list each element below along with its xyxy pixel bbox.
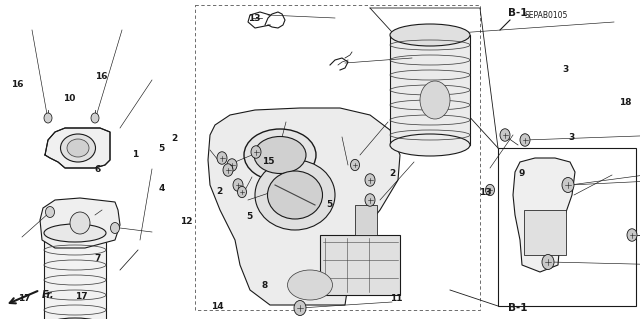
Ellipse shape xyxy=(268,171,323,219)
Ellipse shape xyxy=(627,229,637,241)
Text: 1: 1 xyxy=(132,150,138,159)
Ellipse shape xyxy=(562,177,574,192)
Ellipse shape xyxy=(227,159,237,171)
Ellipse shape xyxy=(390,24,470,46)
Bar xyxy=(498,148,636,306)
Text: 17: 17 xyxy=(76,292,88,301)
Ellipse shape xyxy=(67,139,89,157)
Text: 5: 5 xyxy=(246,212,253,221)
Ellipse shape xyxy=(61,134,95,162)
Text: 18: 18 xyxy=(620,98,632,107)
Bar xyxy=(320,235,400,295)
Ellipse shape xyxy=(44,224,106,242)
Text: 9: 9 xyxy=(518,169,525,178)
Ellipse shape xyxy=(111,222,120,234)
Text: 13: 13 xyxy=(248,14,261,23)
Text: SEPAB0105: SEPAB0105 xyxy=(525,11,568,20)
Bar xyxy=(44,233,106,319)
Text: 12: 12 xyxy=(180,217,193,226)
Polygon shape xyxy=(208,108,400,305)
Ellipse shape xyxy=(251,146,261,158)
Ellipse shape xyxy=(542,255,554,270)
Text: 5: 5 xyxy=(326,200,333,209)
Text: 5: 5 xyxy=(159,144,165,153)
Ellipse shape xyxy=(365,174,375,186)
Ellipse shape xyxy=(420,81,450,119)
Text: 2: 2 xyxy=(216,187,223,196)
Text: 11: 11 xyxy=(390,294,403,303)
Text: 3: 3 xyxy=(568,133,575,142)
Ellipse shape xyxy=(91,113,99,123)
Ellipse shape xyxy=(365,194,375,206)
Text: 2: 2 xyxy=(389,169,396,178)
Text: Fr.: Fr. xyxy=(42,290,54,300)
Ellipse shape xyxy=(44,318,106,319)
Text: 6: 6 xyxy=(95,165,101,174)
Text: 4: 4 xyxy=(159,184,165,193)
Ellipse shape xyxy=(237,186,246,198)
Ellipse shape xyxy=(233,179,243,191)
Text: 16: 16 xyxy=(95,72,108,81)
Ellipse shape xyxy=(254,137,306,174)
Bar xyxy=(355,205,377,235)
Ellipse shape xyxy=(294,300,306,315)
Ellipse shape xyxy=(244,129,316,181)
Bar xyxy=(390,35,470,145)
Ellipse shape xyxy=(45,206,54,218)
Bar xyxy=(524,210,566,255)
Text: 17: 17 xyxy=(18,294,31,303)
Text: 13: 13 xyxy=(479,189,492,197)
Text: 14: 14 xyxy=(211,302,224,311)
Ellipse shape xyxy=(255,160,335,230)
Text: B-1: B-1 xyxy=(508,8,527,18)
Text: B-1: B-1 xyxy=(508,303,527,313)
Ellipse shape xyxy=(351,160,360,171)
Text: 16: 16 xyxy=(12,80,24,89)
Text: 15: 15 xyxy=(262,157,275,166)
Ellipse shape xyxy=(70,212,90,234)
Polygon shape xyxy=(513,158,575,272)
Text: 8: 8 xyxy=(261,281,268,290)
Ellipse shape xyxy=(217,152,227,164)
Text: 10: 10 xyxy=(63,94,75,103)
Polygon shape xyxy=(40,198,120,248)
Bar xyxy=(195,5,480,310)
Ellipse shape xyxy=(44,113,52,123)
Ellipse shape xyxy=(287,270,333,300)
Ellipse shape xyxy=(390,134,470,156)
Ellipse shape xyxy=(486,184,495,196)
Text: 2: 2 xyxy=(172,134,178,143)
Ellipse shape xyxy=(500,129,510,141)
Text: 7: 7 xyxy=(95,254,101,263)
Polygon shape xyxy=(45,128,110,168)
Ellipse shape xyxy=(520,134,530,146)
Text: 3: 3 xyxy=(562,65,568,74)
Ellipse shape xyxy=(223,164,233,176)
